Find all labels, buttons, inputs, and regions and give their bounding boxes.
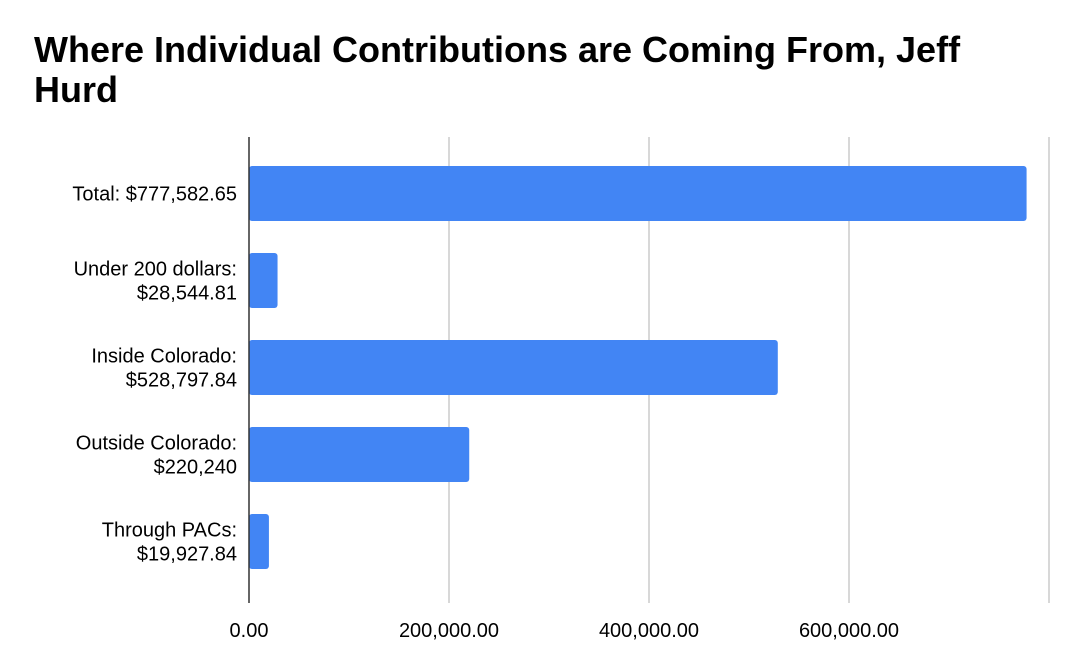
- category-label: Through PACs:: [102, 520, 237, 542]
- x-tick-label: 200,000.00: [399, 620, 499, 642]
- category-label: Outside Colorado:: [76, 433, 237, 455]
- x-tick-labels: 0.00 200,000.00 400,000.00 600,000.00: [230, 620, 900, 642]
- x-tick-label: 0.00: [230, 620, 269, 642]
- category-label: $220,240: [154, 457, 237, 479]
- category-label: $528,797.84: [126, 370, 237, 392]
- chart-title: Where Individual Contributions are Comin…: [34, 29, 961, 110]
- category-label: $19,927.84: [137, 544, 237, 566]
- category-label: Under 200 dollars:: [74, 259, 237, 281]
- bar: [249, 166, 1027, 221]
- bars: [249, 166, 1027, 569]
- category-label: $28,544.81: [137, 283, 237, 305]
- bar: [249, 253, 278, 308]
- category-label: Total: $777,582.65: [72, 184, 237, 206]
- x-tick-label: 600,000.00: [799, 620, 899, 642]
- bar: [249, 340, 778, 395]
- bar: [249, 427, 470, 482]
- x-tick-label: 400,000.00: [599, 620, 699, 642]
- category-label: Inside Colorado:: [91, 346, 237, 368]
- bar: [249, 514, 269, 569]
- category-labels: Total: $777,582.65 Under 200 dollars:$28,…: [72, 184, 237, 566]
